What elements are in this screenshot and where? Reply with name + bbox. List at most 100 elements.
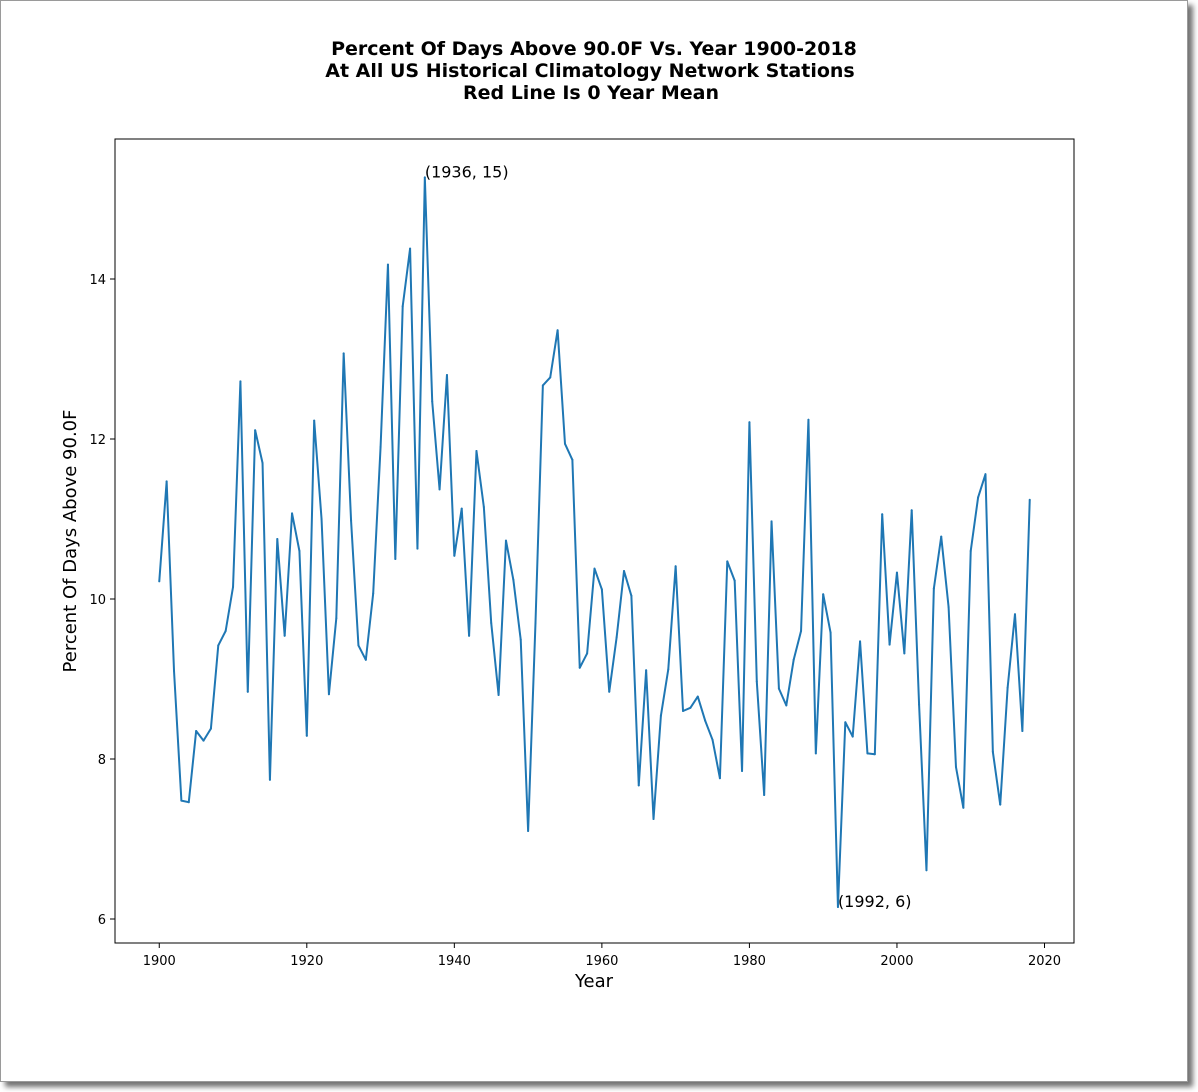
x-tick-label: 2020: [1028, 954, 1061, 969]
data-point: [549, 376, 552, 379]
y-tick-label: 14: [89, 273, 106, 288]
data-point: [431, 400, 434, 403]
data-point: [586, 652, 589, 655]
data-point: [969, 550, 972, 552]
data-point: [910, 509, 913, 512]
data-point: [637, 784, 640, 787]
data-point: [239, 380, 242, 383]
data-point: [372, 592, 375, 595]
data-point: [276, 538, 279, 540]
data-point: [652, 818, 655, 820]
data-point: [704, 719, 707, 722]
data-point: [1006, 686, 1009, 689]
data-point: [409, 247, 412, 250]
y-tick-label: 8: [98, 753, 106, 768]
data-point: [608, 690, 611, 693]
data-point: [556, 329, 559, 332]
data-point: [563, 442, 566, 445]
data-point: [785, 704, 788, 707]
data-point: [209, 727, 212, 730]
data-point: [364, 658, 367, 661]
data-point: [895, 571, 898, 574]
data-point: [217, 644, 220, 647]
data-point: [593, 567, 596, 570]
data-point: [800, 630, 803, 632]
data-point: [1021, 730, 1024, 732]
data-point: [615, 636, 618, 639]
data-point: [932, 587, 935, 590]
data-point: [696, 695, 699, 698]
data-point: [468, 634, 471, 637]
data-point: [623, 570, 626, 572]
title-line-3: Red Line Is 0 Year Mean: [463, 82, 719, 104]
data-point: [305, 734, 308, 737]
data-point: [600, 588, 603, 591]
data-point: [770, 520, 773, 523]
data-point: [918, 703, 921, 706]
y-axis-ticks: 6 8 10 12 14: [89, 273, 115, 928]
data-point: [246, 690, 249, 693]
data-point: [504, 539, 507, 542]
x-tick-label: 1960: [585, 954, 618, 969]
data-point: [836, 906, 839, 908]
data-point: [401, 305, 404, 308]
data-point: [261, 462, 264, 464]
data-point: [519, 638, 522, 641]
data-point: [224, 630, 227, 632]
data-point: [268, 778, 271, 781]
chart-title: Percent Of Days Above 90.0F Vs. Year 190…: [325, 38, 857, 104]
y-tick-label: 6: [98, 913, 106, 928]
x-tick-label: 1980: [733, 954, 766, 969]
data-point: [357, 644, 360, 647]
data-point: [667, 668, 670, 671]
y-tick-label: 10: [89, 593, 106, 608]
data-point: [527, 830, 530, 832]
data-point: [379, 446, 382, 448]
y-tick-label: 12: [89, 433, 106, 448]
data-point: [726, 560, 729, 563]
data-point: [991, 750, 994, 753]
data-point: [1028, 498, 1031, 501]
data-point: [490, 622, 493, 624]
data-point: [984, 473, 987, 476]
data-point: [682, 710, 685, 712]
data-point: [814, 752, 817, 755]
data-point: [1013, 613, 1016, 616]
data-point: [888, 643, 891, 646]
data-point: [763, 794, 766, 796]
data-point: [645, 669, 648, 672]
data-point: [158, 580, 161, 583]
data-point: [541, 384, 544, 387]
data-point: [394, 558, 397, 560]
data-point: [881, 513, 884, 516]
data-point: [453, 554, 456, 557]
data-point: [482, 506, 485, 508]
data-point: [711, 738, 714, 741]
data-point: [903, 652, 906, 655]
data-point: [187, 801, 190, 804]
data-point: [327, 693, 330, 696]
data-point: [534, 622, 537, 624]
data-point: [940, 535, 943, 538]
data-point: [335, 617, 338, 620]
x-tick-label: 1920: [290, 954, 323, 969]
data-point: [320, 518, 323, 520]
x-tick-label: 1900: [143, 954, 176, 969]
data-point: [741, 770, 744, 772]
data-point: [173, 670, 176, 672]
data-point: [873, 753, 876, 756]
plot-area: [114, 138, 1075, 944]
data-point: [254, 429, 257, 432]
annotation-label: (1936, 15): [425, 162, 509, 181]
data-point: [851, 735, 854, 738]
data-point: [386, 263, 389, 266]
data-point: [416, 547, 419, 550]
data-point: [195, 730, 198, 732]
data-point: [202, 739, 205, 742]
data-point: [807, 418, 810, 421]
data-point: [829, 631, 832, 634]
data-point: [792, 658, 795, 661]
data-point: [748, 421, 751, 424]
data-point: [423, 176, 426, 179]
data-point: [755, 680, 758, 683]
